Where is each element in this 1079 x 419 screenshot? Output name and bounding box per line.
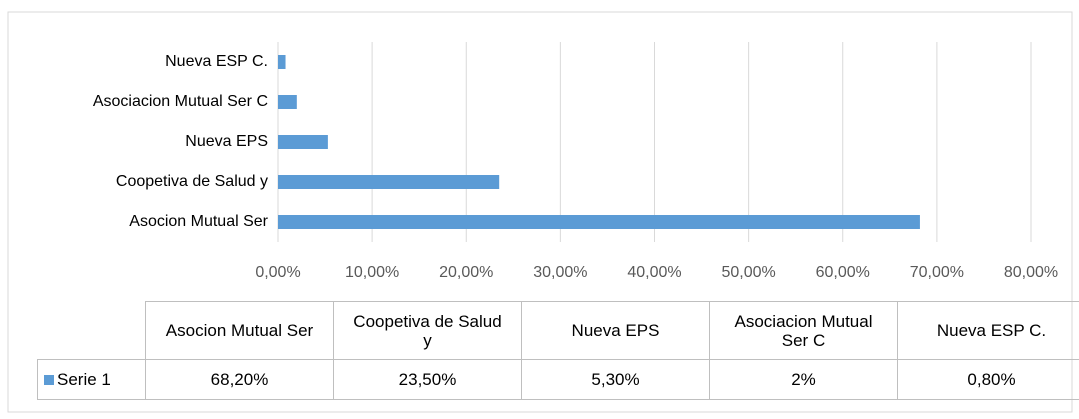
y-tick-label: Asocion Mutual Ser <box>129 213 268 230</box>
table-value: 2% <box>709 359 898 400</box>
x-tick-label: 30,00% <box>533 264 587 281</box>
x-tick-label: 40,00% <box>627 264 681 281</box>
x-tick-label: 20,00% <box>439 264 493 281</box>
bar <box>278 135 328 149</box>
x-tick-label: 10,00% <box>345 264 399 281</box>
table-header: Asociacion Mutual Ser C <box>709 301 898 360</box>
table-header: Coopetiva de Salud y <box>333 301 522 360</box>
bar <box>278 55 286 69</box>
y-tick-label: Coopetiva de Salud y <box>116 173 268 190</box>
y-tick-label: Nueva ESP C. <box>165 53 268 70</box>
x-tick-label: 50,00% <box>721 264 775 281</box>
bar <box>278 175 500 189</box>
y-tick-label: Asociacion Mutual Ser C <box>93 93 268 110</box>
table-value: 68,20% <box>145 359 334 400</box>
table-header: Nueva ESP C. <box>897 301 1079 360</box>
x-tick-label: 70,00% <box>910 264 964 281</box>
table-value: 23,50% <box>333 359 522 400</box>
y-tick-label: Nueva EPS <box>185 133 268 150</box>
x-tick-label: 0,00% <box>255 264 300 281</box>
legend-swatch <box>44 374 54 385</box>
table-value: 0,80% <box>897 359 1079 400</box>
table-header: Nueva EPS <box>521 301 710 360</box>
legend-entry: Serie 1 <box>37 359 146 400</box>
table-value: 5,30% <box>521 359 710 400</box>
bar <box>278 215 920 229</box>
x-tick-label: 60,00% <box>816 264 870 281</box>
chart-frame <box>7 11 1073 413</box>
bar <box>278 95 297 109</box>
legend-text: Serie 1 <box>57 370 111 389</box>
x-tick-label: 80,00% <box>1004 264 1058 281</box>
table-header: Asocion Mutual Ser <box>145 301 334 360</box>
